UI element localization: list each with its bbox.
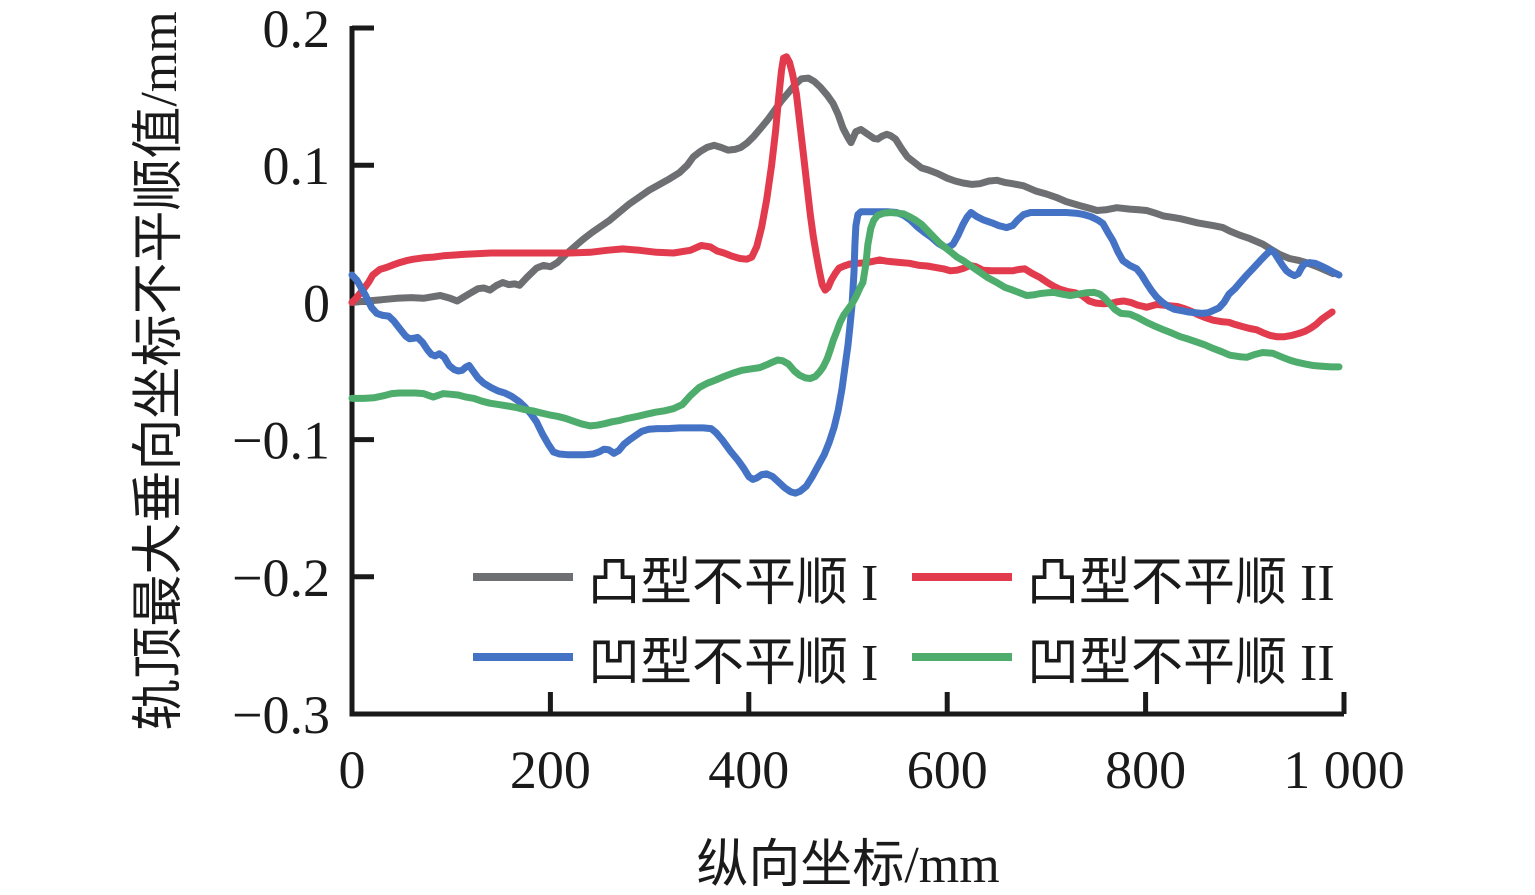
legend-item-2: 凹型不平顺 I (473, 617, 912, 697)
y-axis-title: 轨顶最大垂向坐标不平顺值/mm (131, 11, 188, 731)
legend: 凸型不平顺 I 凸型不平顺 II 凹型不平顺 I 凹型不平顺 II (473, 537, 1335, 697)
x-tick-label: 800 (1105, 740, 1186, 800)
curve-series-2 (348, 208, 1343, 497)
curve-series-1 (348, 53, 1336, 341)
legend-label: 凸型不平顺 I (588, 554, 879, 612)
legend-item-1: 凸型不平顺 II (912, 537, 1335, 617)
y-tick-label: −0.1 (232, 411, 330, 471)
y-tick-label: 0.2 (263, 0, 331, 59)
legend-line-swatch (912, 653, 1012, 661)
curve-series-3 (348, 209, 1343, 430)
y-tick-label: −0.2 (232, 548, 330, 608)
legend-line-swatch (473, 573, 573, 581)
data-curves (348, 53, 1343, 497)
curve-series-0 (348, 74, 1337, 306)
legend-label: 凹型不平顺 I (588, 634, 879, 692)
axis-tick-labels: 0 200 400 600 800 1 000 0.2 0.1 0 −0.1 −0.2 −0.3 (232, 0, 1405, 800)
x-tick-label: 0 (339, 740, 366, 800)
legend-item-3: 凹型不平顺 II (912, 617, 1335, 697)
y-tick-label: 0 (303, 273, 330, 333)
x-axis-title: 纵向坐标/mm (696, 837, 1000, 894)
legend-line-swatch (473, 653, 573, 661)
legend-item-0: 凸型不平顺 I (473, 537, 912, 617)
legend-line-swatch (912, 573, 1012, 581)
x-tick-label: 1 000 (1283, 740, 1405, 800)
x-tick-label: 600 (907, 740, 988, 800)
x-tick-label: 400 (708, 740, 789, 800)
y-tick-label: −0.3 (232, 685, 330, 745)
legend-label: 凸型不平顺 II (1027, 554, 1335, 612)
y-tick-label: 0.1 (263, 136, 331, 196)
legend-label: 凹型不平顺 II (1027, 634, 1335, 692)
x-tick-label: 200 (510, 740, 591, 800)
